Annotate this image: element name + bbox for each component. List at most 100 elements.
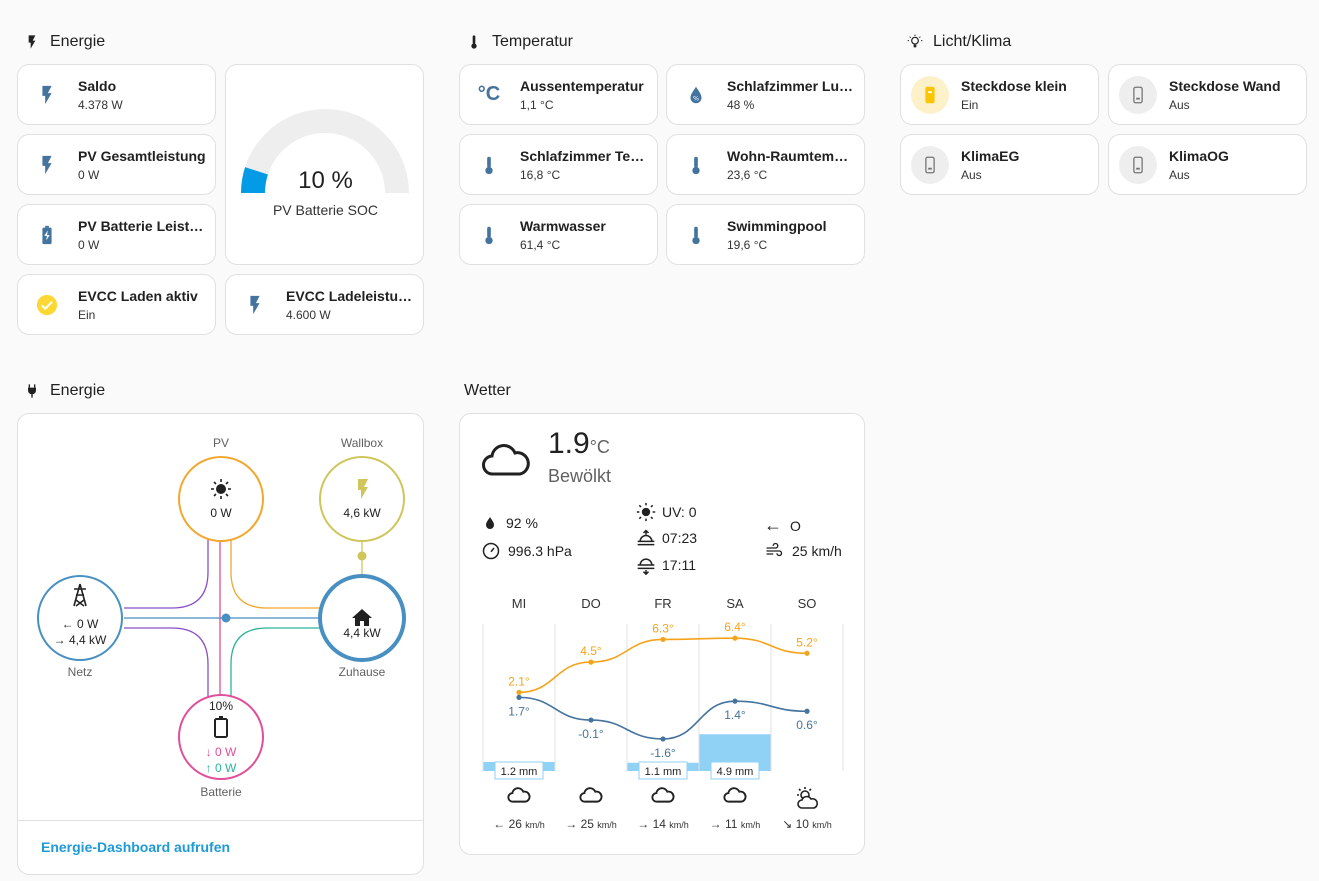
high-temp-point bbox=[732, 635, 738, 641]
battery-in: ↑ 0 W bbox=[205, 761, 237, 775]
sunset-row: 17:11 bbox=[636, 555, 696, 575]
wallbox-node bbox=[319, 456, 405, 542]
high-temp-point bbox=[588, 659, 594, 665]
tile-name: Schlafzimmer Temperatur bbox=[520, 147, 649, 164]
thermometer-icon bbox=[470, 146, 508, 184]
tile-state: Aus bbox=[1169, 97, 1190, 112]
tile-swimmingpool[interactable]: Swimmingpool 19,6 °C bbox=[666, 204, 865, 265]
tile-schlafzimmer-temperatur[interactable]: Schlafzimmer Temperatur 16,8 °C bbox=[459, 134, 658, 195]
cloud-icon bbox=[483, 786, 555, 804]
divider bbox=[18, 820, 423, 821]
tile-state: 19,6 °C bbox=[727, 237, 768, 252]
tile-name: PV Batterie Leistung bbox=[78, 217, 207, 234]
celsius-icon: °C bbox=[477, 83, 501, 105]
energy-section-title: Energie bbox=[24, 33, 105, 51]
tile-name: KlimaEG bbox=[961, 147, 1020, 164]
tile-aussentemperatur[interactable]: °C Aussentemperatur 1,1 °C bbox=[459, 64, 658, 125]
home-label: Zuhause bbox=[338, 665, 386, 679]
lightning-icon bbox=[28, 35, 36, 49]
wind-icon bbox=[766, 542, 783, 557]
tile-klimaog[interactable]: KlimaOG Aus bbox=[1108, 134, 1307, 195]
forecast-wind: → 25 km/h bbox=[565, 817, 617, 831]
current-temperature: 1.9°C bbox=[548, 427, 610, 460]
battery-charging-icon bbox=[28, 216, 66, 254]
low-temp-point bbox=[732, 698, 738, 704]
wind-speed-row: 25 km/h bbox=[764, 542, 842, 560]
gauge bbox=[240, 109, 409, 194]
wallbox-value: 4,6 kW bbox=[343, 506, 381, 520]
cloud-icon bbox=[627, 786, 699, 804]
home-icon bbox=[352, 609, 372, 626]
tile-pv-gesamtleistung[interactable]: PV Gesamtleistung 0 W bbox=[17, 134, 216, 195]
tile-name: Steckdose Wand bbox=[1169, 77, 1281, 94]
forecast-day: SA bbox=[726, 596, 744, 611]
forecast-day: SO bbox=[797, 596, 817, 611]
thermometer-icon bbox=[677, 146, 715, 184]
lightning-icon bbox=[236, 286, 274, 324]
tile-schlafzimmer-luftfeuchtigkeit[interactable]: % Schlafzimmer Luftfeuchtigkeit 48 % bbox=[666, 64, 865, 125]
forecast-wind: → 11 km/h bbox=[709, 817, 761, 831]
high-temp-label: 2.1° bbox=[508, 674, 530, 688]
thermometer-icon bbox=[677, 216, 715, 254]
plug-icon bbox=[28, 384, 36, 398]
gauge-label: PV Batterie SOC bbox=[272, 202, 379, 218]
tile-steckdose-wand[interactable]: Steckdose Wand Aus bbox=[1108, 64, 1307, 125]
low-temp-label: 1.4° bbox=[724, 708, 746, 722]
energy-flow-diagram bbox=[37, 456, 406, 780]
tile-name: KlimaOG bbox=[1169, 147, 1229, 164]
tile-wohn-raumtemperatur[interactable]: Wohn-Raumtemperatur 23,6 °C bbox=[666, 134, 865, 195]
weather-card[interactable]: 1.9°C Bewölkt 92 % 996.3 hPa UV: 0 07:23… bbox=[459, 413, 865, 855]
tile-saldo[interactable]: Saldo 4.378 W bbox=[17, 64, 216, 125]
tile-name: EVCC Laden aktiv bbox=[78, 287, 198, 304]
tile-name: Saldo bbox=[78, 77, 117, 94]
tile-state: Aus bbox=[961, 167, 982, 182]
tile-state: 4.600 W bbox=[286, 307, 331, 322]
lightning-icon bbox=[28, 146, 66, 184]
wallbox-label: Wallbox bbox=[340, 436, 384, 450]
high-temp-label: 6.3° bbox=[652, 621, 674, 635]
low-temp-point bbox=[804, 708, 810, 714]
ev-charger-icon bbox=[358, 479, 368, 499]
tile-state: 23,6 °C bbox=[727, 167, 768, 182]
sun-icon bbox=[211, 479, 231, 499]
grid-node bbox=[37, 575, 123, 661]
grid-label: Netz bbox=[67, 665, 93, 679]
check-circle-icon bbox=[28, 286, 66, 324]
tile-name: Aussentemperatur bbox=[520, 77, 644, 94]
thermometer-icon bbox=[471, 35, 477, 49]
cloud-icon bbox=[482, 444, 530, 476]
battery-icon bbox=[214, 716, 228, 738]
high-temp-label: 6.4° bbox=[724, 620, 746, 634]
partly-cloudy-icon bbox=[771, 786, 843, 810]
tile-name: Swimmingpool bbox=[727, 217, 827, 234]
pv-label: PV bbox=[212, 436, 229, 450]
tile-warmwasser[interactable]: Warmwasser 61,4 °C bbox=[459, 204, 658, 265]
gauge-icon bbox=[482, 542, 500, 560]
tile-name: Wohn-Raumtemperatur bbox=[727, 147, 856, 164]
tile-name: Schlafzimmer Luftfeuchtigkeit bbox=[727, 77, 856, 94]
tile-pv-batterie-leistung[interactable]: PV Batterie Leistung 0 W bbox=[17, 204, 216, 265]
battery-soc: 10% bbox=[208, 699, 234, 713]
precip-label: 1.1 mm bbox=[645, 766, 682, 778]
humidity-row: 92 % bbox=[482, 515, 538, 531]
tile-state: Ein bbox=[78, 307, 96, 322]
temperature-section-title: Temperatur bbox=[466, 33, 573, 51]
forecast-wind: → 14 km/h bbox=[637, 817, 689, 831]
tile-evcc-ladeleistung[interactable]: EVCC Ladeleistung 4.600 W bbox=[225, 274, 424, 335]
licht-klima-section-title: Licht/Klima bbox=[907, 33, 1011, 51]
svg-text:%: % bbox=[693, 94, 699, 102]
humidity-icon bbox=[486, 517, 494, 529]
gauge-card-pv-batterie-soc[interactable]: 10 % PV Batterie SOC bbox=[225, 64, 424, 265]
lightbulb-icon bbox=[907, 34, 923, 48]
lightning-icon bbox=[28, 76, 66, 114]
low-temp-point bbox=[588, 717, 594, 723]
tile-steckdose-klein[interactable]: Steckdose klein Ein bbox=[900, 64, 1099, 125]
tile-klimaeg[interactable]: KlimaEG Aus bbox=[900, 134, 1099, 195]
forecast-chart: 2.1° 1.7° 1.2 mm 4.5° -0.1° 6.3° -1.6° 1.1 mm 6.… bbox=[482, 620, 844, 780]
power-socket-icon bbox=[911, 75, 949, 114]
battery-out: ↓ 0 W bbox=[205, 745, 237, 759]
energy-dashboard-link[interactable]: Energie-Dashboard aufrufen bbox=[41, 839, 231, 855]
pv-value: 0 W bbox=[210, 506, 232, 520]
tile-evcc-laden-aktiv[interactable]: EVCC Laden aktiv Ein bbox=[17, 274, 216, 335]
high-temp-point bbox=[804, 650, 810, 656]
